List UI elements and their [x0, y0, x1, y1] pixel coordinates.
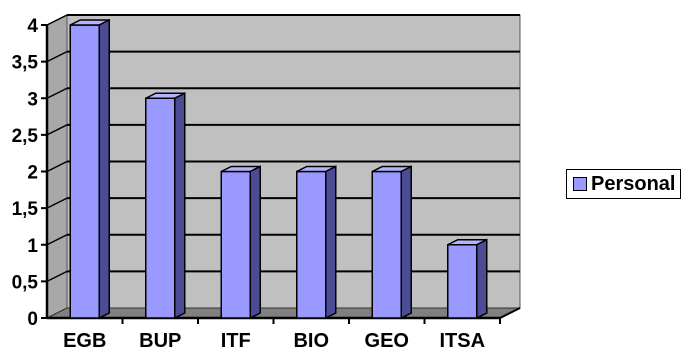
bar [371, 170, 402, 319]
gridline-side [46, 270, 68, 283]
gridline-side [46, 234, 68, 246]
bar [69, 24, 100, 319]
legend-swatch [573, 177, 587, 191]
x-tick-label: ITSA [439, 330, 485, 351]
y-tick-label: 4 [27, 16, 38, 37]
x-axis-end [499, 307, 521, 319]
gridline-side [46, 160, 68, 173]
bar-side [400, 165, 412, 320]
y-tick-label: 3 [27, 89, 38, 110]
bar [220, 170, 251, 319]
gridline-side [46, 87, 68, 99]
bar-side [476, 238, 488, 320]
y-tick-label: 1,5 [12, 199, 39, 220]
y-tick-label: 0 [27, 309, 38, 330]
x-tick-label: ITF [221, 330, 251, 351]
gridline-side [46, 197, 68, 209]
y-tick-label: 1 [27, 236, 38, 257]
y-tick-label: 2,5 [12, 126, 39, 147]
legend: Personal [566, 169, 682, 199]
gridline-side [46, 50, 68, 63]
x-tick-label: GEO [365, 330, 409, 351]
y-tick-label: 0,5 [12, 272, 39, 293]
y-tick-label: 3,5 [12, 53, 39, 74]
x-tick-label: BUP [139, 330, 181, 351]
x-tick-label: BIO [293, 330, 329, 351]
legend-label: Personal [591, 172, 676, 195]
bar-side [98, 18, 110, 320]
bar [145, 97, 176, 319]
bar [296, 170, 327, 319]
bar-side [249, 165, 261, 320]
bar-side [325, 165, 337, 320]
gridline-side [46, 14, 68, 26]
bar-side [174, 92, 186, 320]
gridline-side [46, 124, 68, 136]
y-tick-label: 2 [27, 163, 38, 184]
x-tick-label: EGB [63, 330, 106, 351]
bar [447, 244, 478, 319]
